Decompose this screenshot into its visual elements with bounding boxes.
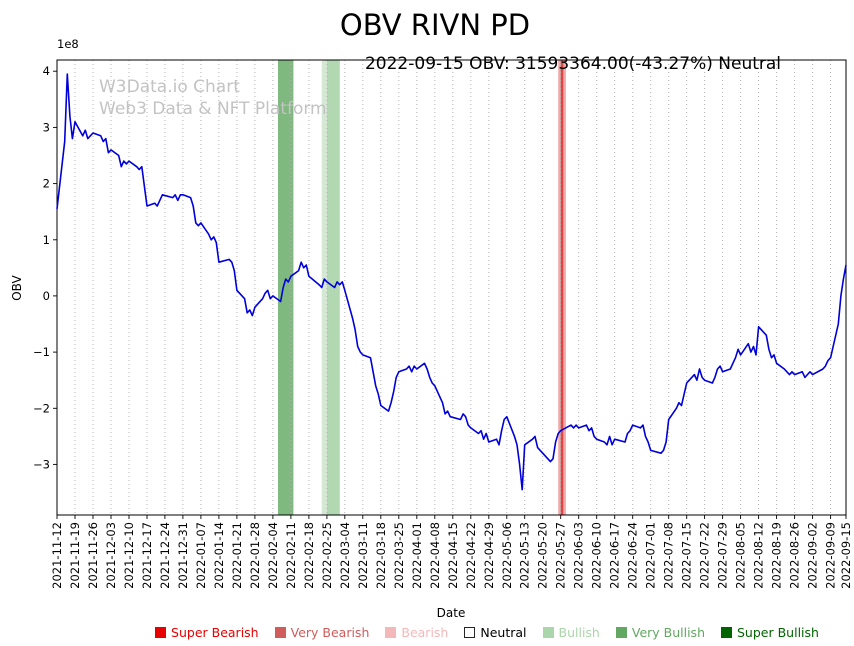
y-tick-label: 0 — [43, 289, 50, 303]
legend-item-very-bearish: Very Bearish — [274, 625, 370, 640]
x-tick-label: 2021-12-31 — [176, 522, 190, 589]
x-tick-label: 2022-08-05 — [734, 522, 748, 589]
y-tick-label: −2 — [33, 401, 50, 415]
legend: Super Bearish Very Bearish Bearish Neutral B… — [120, 625, 854, 640]
x-tick-label: 2022-05-13 — [518, 522, 532, 589]
y-tick-label: 4 — [43, 64, 50, 78]
x-tick-label: 2022-02-25 — [320, 522, 334, 589]
legend-item-very-bullish: Very Bullish — [615, 625, 705, 640]
x-tick-label: 2022-06-17 — [608, 522, 622, 589]
x-tick-label: 2022-05-20 — [536, 522, 550, 589]
x-tick-label: 2022-06-24 — [626, 522, 640, 589]
legend-label-very-bullish: Very Bullish — [631, 625, 705, 640]
x-tick-label: 2022-04-29 — [482, 522, 496, 589]
y-tick-label: −3 — [33, 457, 50, 471]
legend-label-super-bullish: Super Bullish — [737, 625, 819, 640]
x-tick-label: 2022-09-15 — [839, 522, 853, 589]
x-tick-label: 2022-05-06 — [500, 522, 514, 589]
x-tick-label: 2021-12-17 — [140, 522, 154, 589]
legend-item-neutral: Neutral — [464, 625, 527, 640]
x-tick-label: 2022-04-22 — [464, 522, 478, 589]
legend-label-neutral: Neutral — [480, 625, 527, 640]
watermark-line1: W3Data.io Chart — [99, 77, 240, 97]
x-tick-label: 2021-12-03 — [104, 522, 118, 589]
x-tick-label: 2022-08-26 — [788, 522, 802, 589]
x-tick-label: 2021-12-10 — [122, 522, 136, 589]
x-tick-label: 2021-11-26 — [86, 522, 100, 589]
signal-band-very-bullish — [278, 60, 294, 515]
x-tick-label: 2022-02-11 — [284, 522, 298, 589]
signal-band-very-bearish — [560, 60, 564, 515]
x-tick-label: 2022-04-01 — [410, 522, 424, 589]
x-tick-label: 2022-04-08 — [428, 522, 442, 589]
x-tick-label: 2022-01-21 — [230, 522, 244, 589]
x-tick-label: 2022-07-29 — [716, 522, 730, 589]
x-tick-label: 2022-03-18 — [374, 522, 388, 589]
obv-line — [56, 73, 847, 491]
y-tick-label: 1 — [43, 233, 50, 247]
signal-band-bullish — [321, 60, 327, 515]
x-tick-label: 2021-11-12 — [50, 522, 64, 589]
axis-frame — [56, 59, 847, 516]
legend-label-very-bearish: Very Bearish — [290, 625, 370, 640]
chart-title: OBV RIVN PD — [339, 8, 531, 42]
x-tick-label: 2022-03-11 — [356, 522, 370, 589]
x-tick-label: 2022-03-04 — [338, 522, 352, 589]
legend-swatch-very-bearish — [274, 627, 286, 638]
y-tick-label: 2 — [43, 177, 50, 191]
legend-swatch-bullish — [542, 627, 554, 638]
legend-swatch-bearish — [385, 627, 397, 638]
legend-label-super-bearish: Super Bearish — [171, 625, 259, 640]
y-tick-label: 3 — [43, 120, 50, 134]
x-tick-label: 2022-01-14 — [212, 522, 226, 589]
legend-item-bearish: Bearish — [385, 625, 448, 640]
watermark-line2: Web3 Data & NFT Platform — [99, 99, 327, 119]
x-tick-label: 2022-06-10 — [590, 522, 604, 589]
chart-subtitle: 2022-09-15 OBV: 31593364.00(-43.27%) Neu… — [364, 54, 782, 74]
x-tick-label: 2022-02-04 — [266, 522, 280, 589]
legend-swatch-very-bullish — [615, 627, 627, 638]
x-axis-title: Date — [436, 606, 466, 620]
legend-swatch-neutral — [464, 627, 476, 638]
x-tick-label: 2022-03-25 — [392, 522, 406, 589]
y-axis-title: OBV — [10, 275, 24, 301]
legend-item-super-bullish: Super Bullish — [721, 625, 819, 640]
x-tick-label: 2022-07-08 — [662, 522, 676, 589]
x-tick-label: 2022-01-07 — [194, 522, 208, 589]
x-tick-label: 2022-01-28 — [248, 522, 262, 589]
x-tick-label: 2022-02-18 — [302, 522, 316, 589]
x-tick-label: 2022-09-02 — [806, 522, 820, 589]
legend-item-bullish: Bullish — [542, 625, 600, 640]
legend-label-bullish: Bullish — [558, 625, 600, 640]
x-tick-label: 2022-08-19 — [770, 522, 784, 589]
legend-swatch-super-bullish — [721, 627, 732, 638]
x-tick-label: 2022-04-15 — [446, 522, 460, 589]
watermark: W3Data.io Chart Web3 Data & NFT Platform — [99, 76, 327, 120]
x-tick-label: 2021-11-19 — [68, 522, 82, 589]
x-tick-label: 2022-07-22 — [698, 522, 712, 589]
x-tick-label: 2022-08-12 — [752, 522, 766, 589]
x-tick-label: 2022-05-27 — [554, 522, 568, 589]
y-tick-label: −1 — [33, 345, 50, 359]
legend-swatch-super-bearish — [155, 627, 167, 638]
x-tick-label: 2022-06-03 — [572, 522, 586, 589]
legend-label-bearish: Bearish — [401, 625, 449, 640]
x-tick-label: 2022-07-15 — [680, 522, 694, 589]
x-tick-label: 2022-07-01 — [644, 522, 658, 589]
legend-item-super-bearish: Super Bearish — [155, 625, 259, 640]
y-axis-offset-label: 1e8 — [57, 37, 79, 51]
x-tick-label: 2021-12-24 — [158, 522, 172, 589]
x-tick-label: 2022-09-09 — [824, 522, 838, 589]
